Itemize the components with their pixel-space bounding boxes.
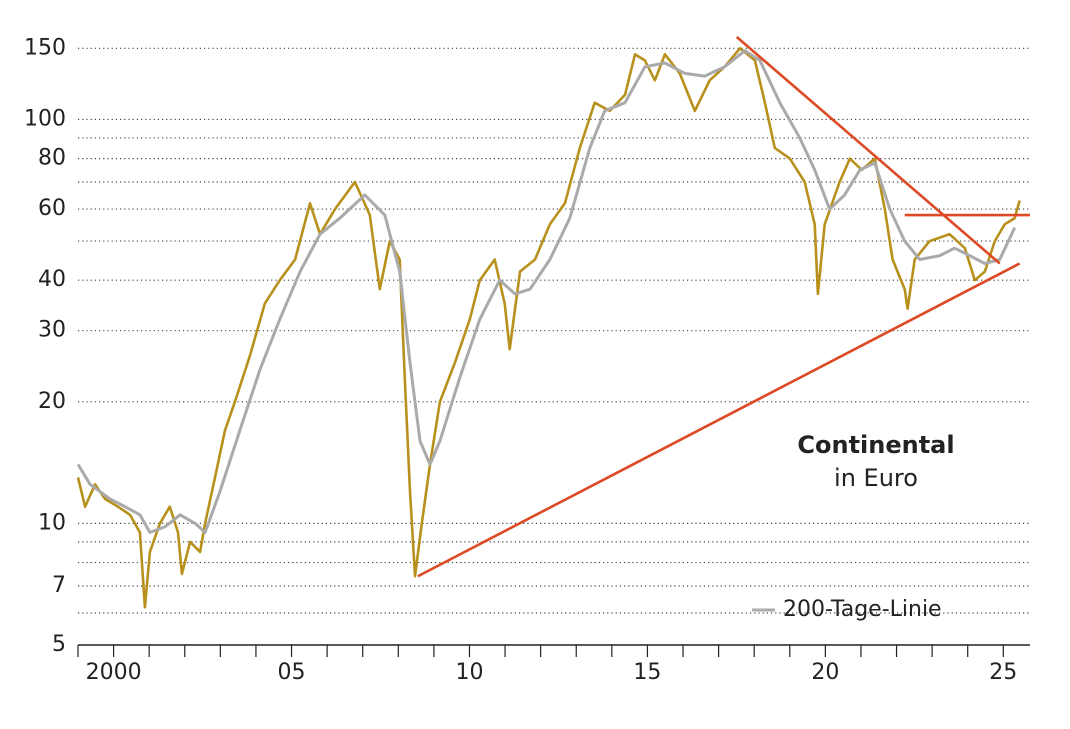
chart-subtitle: in Euro bbox=[834, 464, 918, 492]
x-tick-label: 10 bbox=[455, 660, 483, 685]
y-tick-label: 5 bbox=[52, 632, 66, 657]
y-tick-label: 40 bbox=[38, 267, 66, 292]
y-tick-label: 10 bbox=[38, 510, 66, 535]
trend-line bbox=[735, 36, 1001, 265]
y-tick-label: 60 bbox=[38, 196, 66, 221]
y-tick-label: 20 bbox=[38, 389, 66, 414]
x-tick-label: 25 bbox=[989, 660, 1017, 685]
x-tick-label: 20 bbox=[811, 660, 839, 685]
y-tick-label: 80 bbox=[38, 146, 66, 171]
x-tick-label: 2000 bbox=[86, 660, 142, 685]
legend-label: 200-Tage-Linie bbox=[783, 597, 942, 622]
series-line bbox=[76, 47, 1021, 609]
y-tick-label: 150 bbox=[24, 35, 66, 60]
x-tick-label: 15 bbox=[633, 660, 661, 685]
y-tick-label: 30 bbox=[38, 318, 66, 343]
y-tick-label: 7 bbox=[52, 573, 66, 598]
trend-line bbox=[417, 262, 1021, 578]
y-tick-label: 100 bbox=[24, 106, 66, 131]
x-tick-label: 05 bbox=[278, 660, 306, 685]
chart-title: Continental bbox=[797, 431, 954, 459]
series-line bbox=[76, 49, 1017, 534]
